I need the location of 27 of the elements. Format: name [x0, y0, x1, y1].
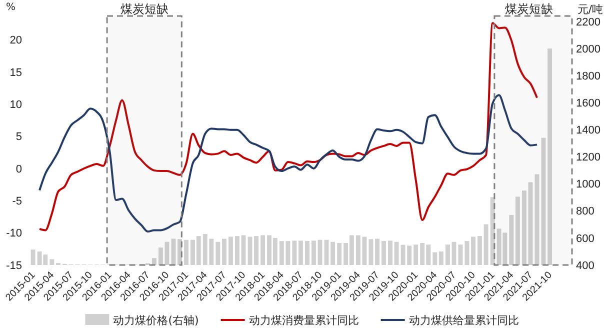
- y2-tick-label: 2000: [576, 43, 600, 56]
- y-tick-label: -5: [12, 196, 22, 208]
- y2-tick-label: 1600: [576, 97, 600, 110]
- y-tick-label: -15: [6, 260, 22, 272]
- band-label: 煤炭短缺: [505, 2, 554, 16]
- y2-tick-label: 600: [576, 232, 594, 245]
- band-label: 煤炭短缺: [120, 2, 168, 16]
- line-series: [38, 94, 538, 233]
- y2-tick-label: 1400: [576, 124, 600, 137]
- y2-tick-label: 1800: [576, 70, 600, 82]
- y-tick-label: 15: [10, 66, 22, 79]
- line-series: [38, 22, 538, 232]
- y2-tick-label: 1200: [576, 152, 600, 164]
- y-tick-label: -10: [6, 228, 22, 240]
- y-axis-title: %: [6, 2, 16, 13]
- y2-tick-label: 2200: [576, 16, 600, 28]
- y2-tick-label: 400: [576, 260, 594, 272]
- y-tick-label: 10: [10, 98, 22, 111]
- y-tick-label: 5: [16, 131, 22, 144]
- legend-label: 动力煤消费量累计同比: [248, 314, 359, 327]
- y-tick-label: 20: [10, 34, 22, 47]
- legend-label: 动力煤供给量累计同比: [408, 314, 519, 327]
- y2-tick-label: 800: [576, 206, 594, 218]
- y2-tick-label: 1000: [576, 178, 600, 191]
- y-tick-label: 0: [16, 163, 22, 176]
- legend-label: 动力煤价格(右轴): [113, 314, 199, 327]
- y2-axis-title: 元/吨: [577, 3, 603, 16]
